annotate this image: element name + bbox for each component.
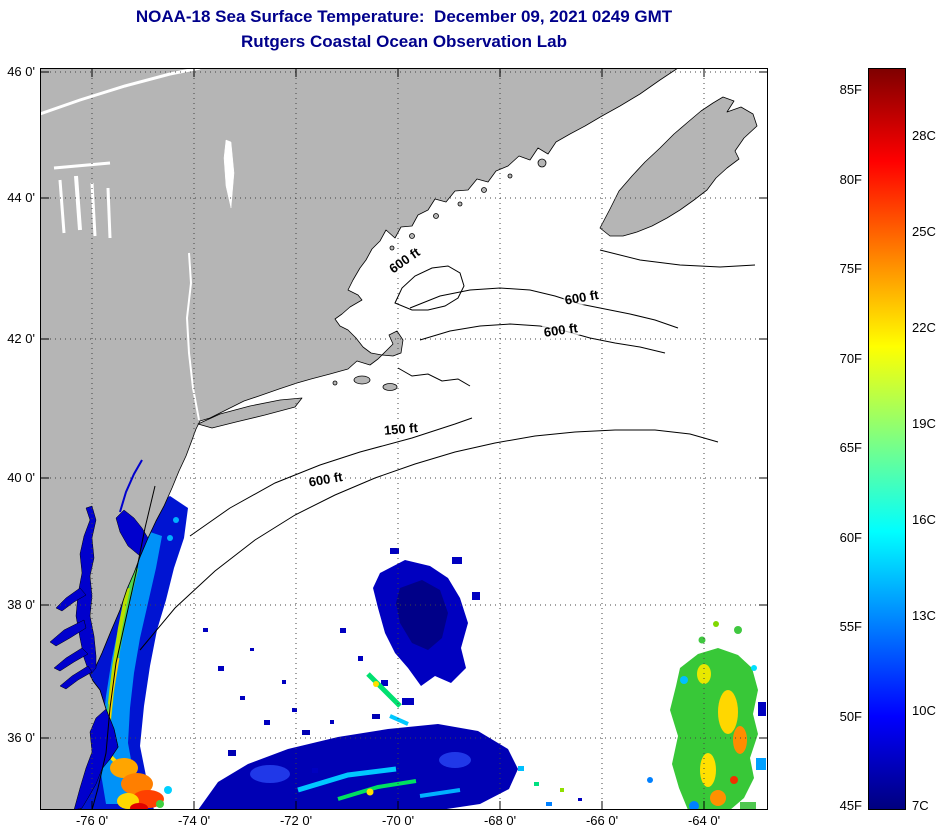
colorbar-f-label: 80F (839, 172, 862, 187)
lake-champlain (223, 139, 235, 209)
delaware-river (119, 459, 143, 513)
nantucket (382, 383, 398, 391)
nova-scotia (599, 96, 758, 237)
long-island (197, 397, 303, 429)
colorbar-c-label: 10C (912, 703, 936, 718)
grand-manan (537, 158, 547, 168)
marthas-vineyard (353, 375, 371, 385)
y-axis-label-40: 40 0' (7, 470, 35, 485)
colorbar-f-label: 85F (839, 82, 862, 97)
map-canvas (40, 68, 768, 810)
y-axis-label-44: 44 0' (7, 190, 35, 205)
colorbar-f-label: 65F (839, 440, 862, 455)
colorbar-c-label: 28C (912, 128, 936, 143)
delaware-bay (115, 509, 149, 557)
grid-lines (40, 68, 768, 810)
y-axis-label-42: 42 0' (7, 331, 35, 346)
contour-600ft-shelf (139, 429, 719, 651)
colorbar-c-label: 13C (912, 608, 936, 623)
contour-150ft (189, 417, 473, 537)
temperature-colorbar (868, 68, 906, 810)
colorbar-f-label: 55F (839, 619, 862, 634)
x-axis-label--64: -64 0' (687, 813, 721, 828)
colorbar-f-label: 45F (839, 798, 862, 813)
x-axis-label--76: -76 0' (75, 813, 109, 828)
colorbar-f-label: 50F (839, 709, 862, 724)
colorbar-c-label: 25C (912, 224, 936, 239)
colorbar-f-label: 70F (839, 351, 862, 366)
x-axis-label--74: -74 0' (177, 813, 211, 828)
y-axis-label-38: 38 0' (7, 597, 35, 612)
colorbar-c-label: 16C (912, 512, 936, 527)
y-axis-label-36: 36 0' (7, 730, 35, 745)
chesapeake-bay (75, 505, 97, 676)
colorbar-c-label: 7C (912, 798, 929, 813)
colorbar-c-label: 19C (912, 416, 936, 431)
x-axis-label--66: -66 0' (585, 813, 619, 828)
x-axis-label--72: -72 0' (279, 813, 313, 828)
axis-frame (40, 68, 768, 810)
x-axis-label--68: -68 0' (483, 813, 517, 828)
land-layer (40, 68, 758, 810)
bathymetry-contours (91, 249, 756, 810)
y-axis-label-46: 46 0' (7, 64, 35, 79)
colorbar-f-label: 75F (839, 261, 862, 276)
page-subtitle: Rutgers Coastal Ocean Observation Lab (241, 32, 567, 51)
x-axis-label--70: -70 0' (381, 813, 415, 828)
colorbar-f-label: 60F (839, 530, 862, 545)
carolina-sounds (73, 708, 119, 810)
map-plot-area: 600 ft 600 ft 600 ft 150 ft 600 ft (40, 68, 768, 810)
page-title: NOAA-18 Sea Surface Temperature: Decembe… (135, 7, 673, 26)
mainland-coast (40, 68, 679, 810)
estuary-layer (49, 459, 149, 810)
colorbar-c-label: 22C (912, 320, 936, 335)
